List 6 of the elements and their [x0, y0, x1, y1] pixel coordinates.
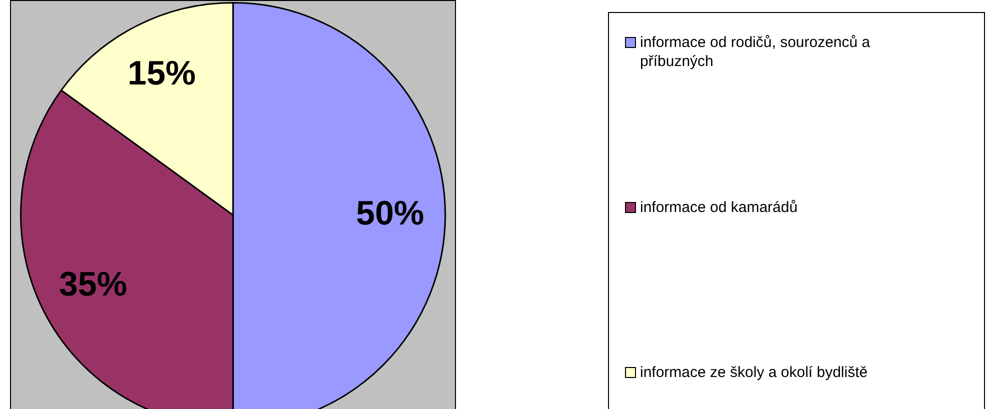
legend-label: informace od kamarádů [640, 199, 798, 216]
data-label: 35% [59, 266, 128, 304]
data-label: 15% [128, 54, 196, 92]
data-label: 50% [356, 194, 424, 232]
legend-label: informace ze školy a okolí bydliště [640, 364, 868, 381]
legend-label: informace od rodičů, sourozenců a příbuzných [640, 34, 870, 70]
